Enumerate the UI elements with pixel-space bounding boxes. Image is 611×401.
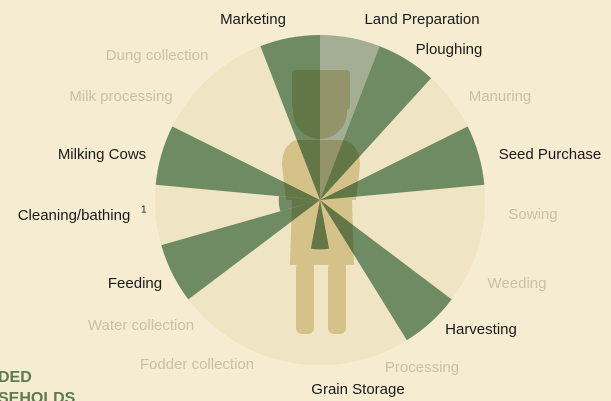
category-label: Dung collection	[106, 47, 209, 64]
category-label: Weeding	[488, 275, 547, 292]
category-label: Manuring	[469, 88, 532, 105]
body	[282, 140, 360, 265]
category-label: Harvesting	[445, 321, 517, 338]
category-label: Milking Cows	[58, 146, 146, 163]
head	[293, 85, 347, 139]
category-label: Sowing	[508, 206, 557, 223]
leg	[296, 262, 314, 334]
side-text: DED	[0, 369, 32, 386]
category-label: Cleaning/bathing	[18, 207, 131, 224]
page: {"chart_data": {"type": "polar", "catego…	[0, 0, 611, 401]
side-text: SEHOLDS	[0, 390, 76, 401]
category-label: Land Preparation	[364, 11, 479, 28]
chart: Land Preparation Ploughing Manuring Seed Pu…	[0, 0, 611, 401]
category-label: Seed Purchase	[499, 146, 602, 163]
note-mark: 1	[141, 205, 147, 216]
category-label: Processing	[385, 359, 459, 376]
category-label: Water collection	[88, 317, 194, 334]
category-label: Fodder collection	[140, 356, 254, 373]
category-label: Marketing	[220, 11, 286, 28]
category-label: Ploughing	[416, 41, 483, 58]
category-label: Grain Storage	[311, 381, 404, 398]
category-label: Milk processing	[69, 88, 172, 105]
category-label: Feeding	[108, 275, 162, 292]
leg	[328, 262, 346, 334]
